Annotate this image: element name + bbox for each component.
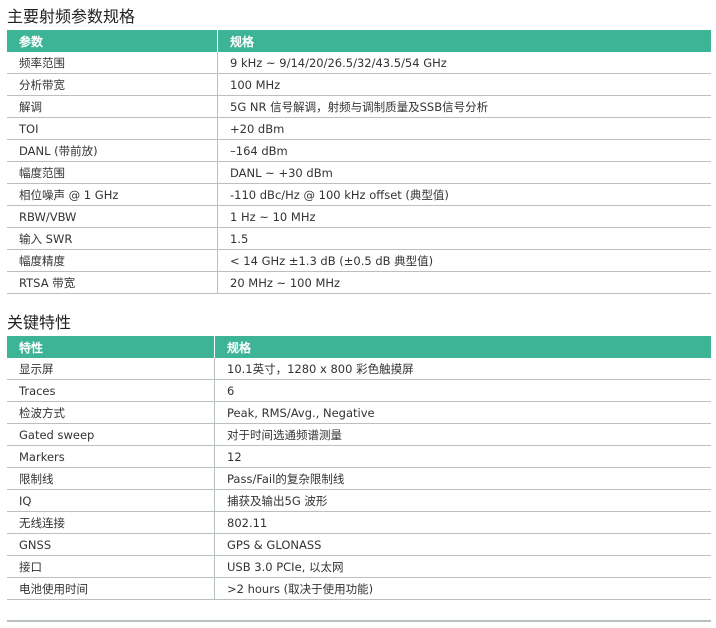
table-row: Gated sweep 对于时间选通频谱测量 [7, 423, 711, 446]
spec-value: –164 dBm [217, 139, 711, 162]
spec-value: 12 [214, 445, 711, 468]
table-row: Traces 6 [7, 379, 711, 402]
spec-value: +20 dBm [217, 117, 711, 140]
spec-value: 1.5 [217, 227, 711, 250]
table-row: Markers 12 [7, 445, 711, 468]
spec-name: 解调 [7, 95, 218, 118]
spec-name: 频率范围 [7, 52, 218, 74]
spec-name: Markers [7, 445, 215, 468]
bottom-divider [7, 620, 711, 622]
table-row: 相位噪声 @ 1 GHz -110 dBc/Hz @ 100 kHz offset… [7, 183, 711, 206]
spec-value: -110 dBc/Hz @ 100 kHz offset (典型值) [217, 183, 711, 206]
spec-name: 相位噪声 @ 1 GHz [7, 183, 218, 206]
table-row: 检波方式 Peak, RMS/Avg., Negative [7, 401, 711, 424]
section-title-rf-specs: 主要射频参数规格 [7, 7, 136, 26]
table-row: 限制线 Pass/Fail的复杂限制线 [7, 467, 711, 490]
spec-value: < 14 GHz ±1.3 dB (±0.5 dB 典型值) [217, 249, 711, 272]
table-row: 输入 SWR 1.5 [7, 227, 711, 250]
spec-name: GNSS [7, 533, 215, 556]
column-header: 参数 [7, 30, 218, 52]
column-header: 规格 [214, 336, 711, 358]
table-row: 频率范围 9 kHz ~ 9/14/20/26.5/32/43.5/54 GHz [7, 52, 711, 74]
table-row: RTSA 带宽 20 MHz ~ 100 MHz [7, 271, 711, 294]
table-row: 接口 USB 3.0 PCIe, 以太网 [7, 555, 711, 578]
table-row: DANL (带前放) –164 dBm [7, 139, 711, 162]
spec-value: 5G NR 信号解调，射频与调制质量及SSB信号分析 [217, 95, 711, 118]
table-row: 解调 5G NR 信号解调，射频与调制质量及SSB信号分析 [7, 95, 711, 118]
table-row: 幅度精度 < 14 GHz ±1.3 dB (±0.5 dB 典型值) [7, 249, 711, 272]
spec-value: 20 MHz ~ 100 MHz [217, 271, 711, 294]
spec-name: TOI [7, 117, 218, 140]
spec-name: 无线连接 [7, 511, 215, 534]
spec-value: USB 3.0 PCIe, 以太网 [214, 555, 711, 578]
spec-value: 6 [214, 379, 711, 402]
key-features-table: 特性 规格 显示屏 10.1英寸，1280 x 800 彩色触摸屏 Traces 6 检波… [7, 336, 711, 600]
spec-name: Gated sweep [7, 423, 215, 446]
spec-value: >2 hours (取决于使用功能) [214, 577, 711, 600]
spec-value: GPS & GLONASS [214, 533, 711, 556]
table-row: 分析带宽 100 MHz [7, 73, 711, 96]
table-row: 显示屏 10.1英寸，1280 x 800 彩色触摸屏 [7, 358, 711, 380]
spec-value: 对于时间选通频谱测量 [214, 423, 711, 446]
table-row: IQ 捕获及输出5G 波形 [7, 489, 711, 512]
spec-name: RTSA 带宽 [7, 271, 218, 294]
table-row: 无线连接 802.11 [7, 511, 711, 534]
table-row: TOI +20 dBm [7, 117, 711, 140]
spec-name: 电池使用时间 [7, 577, 215, 600]
section-title-key-features: 关键特性 [7, 313, 72, 332]
spec-value: 802.11 [214, 511, 711, 534]
column-header: 规格 [217, 30, 711, 52]
spec-name: Traces [7, 379, 215, 402]
spec-name: 幅度范围 [7, 161, 218, 184]
table-row: RBW/VBW 1 Hz ~ 10 MHz [7, 205, 711, 228]
spec-value: 10.1英寸，1280 x 800 彩色触摸屏 [214, 358, 711, 380]
spec-value: DANL ~ +30 dBm [217, 161, 711, 184]
spec-name: 幅度精度 [7, 249, 218, 272]
spec-name: 接口 [7, 555, 215, 578]
spec-name: DANL (带前放) [7, 139, 218, 162]
spec-name: 限制线 [7, 467, 215, 490]
table-row: 幅度范围 DANL ~ +30 dBm [7, 161, 711, 184]
column-header: 特性 [7, 336, 215, 358]
spec-value: 1 Hz ~ 10 MHz [217, 205, 711, 228]
table-row: GNSS GPS & GLONASS [7, 533, 711, 556]
spec-name: 分析带宽 [7, 73, 218, 96]
spec-name: 显示屏 [7, 358, 215, 380]
spec-name: 输入 SWR [7, 227, 218, 250]
spec-name: RBW/VBW [7, 205, 218, 228]
spec-value: Peak, RMS/Avg., Negative [214, 401, 711, 424]
spec-value: 100 MHz [217, 73, 711, 96]
spec-name: IQ [7, 489, 215, 512]
spec-value: Pass/Fail的复杂限制线 [214, 467, 711, 490]
spec-value: 捕获及输出5G 波形 [214, 489, 711, 512]
table-row: 电池使用时间 >2 hours (取决于使用功能) [7, 577, 711, 600]
spec-name: 检波方式 [7, 401, 215, 424]
spec-value: 9 kHz ~ 9/14/20/26.5/32/43.5/54 GHz [217, 52, 711, 74]
rf-specs-table: 参数 规格 频率范围 9 kHz ~ 9/14/20/26.5/32/43.5/54… [7, 30, 711, 294]
